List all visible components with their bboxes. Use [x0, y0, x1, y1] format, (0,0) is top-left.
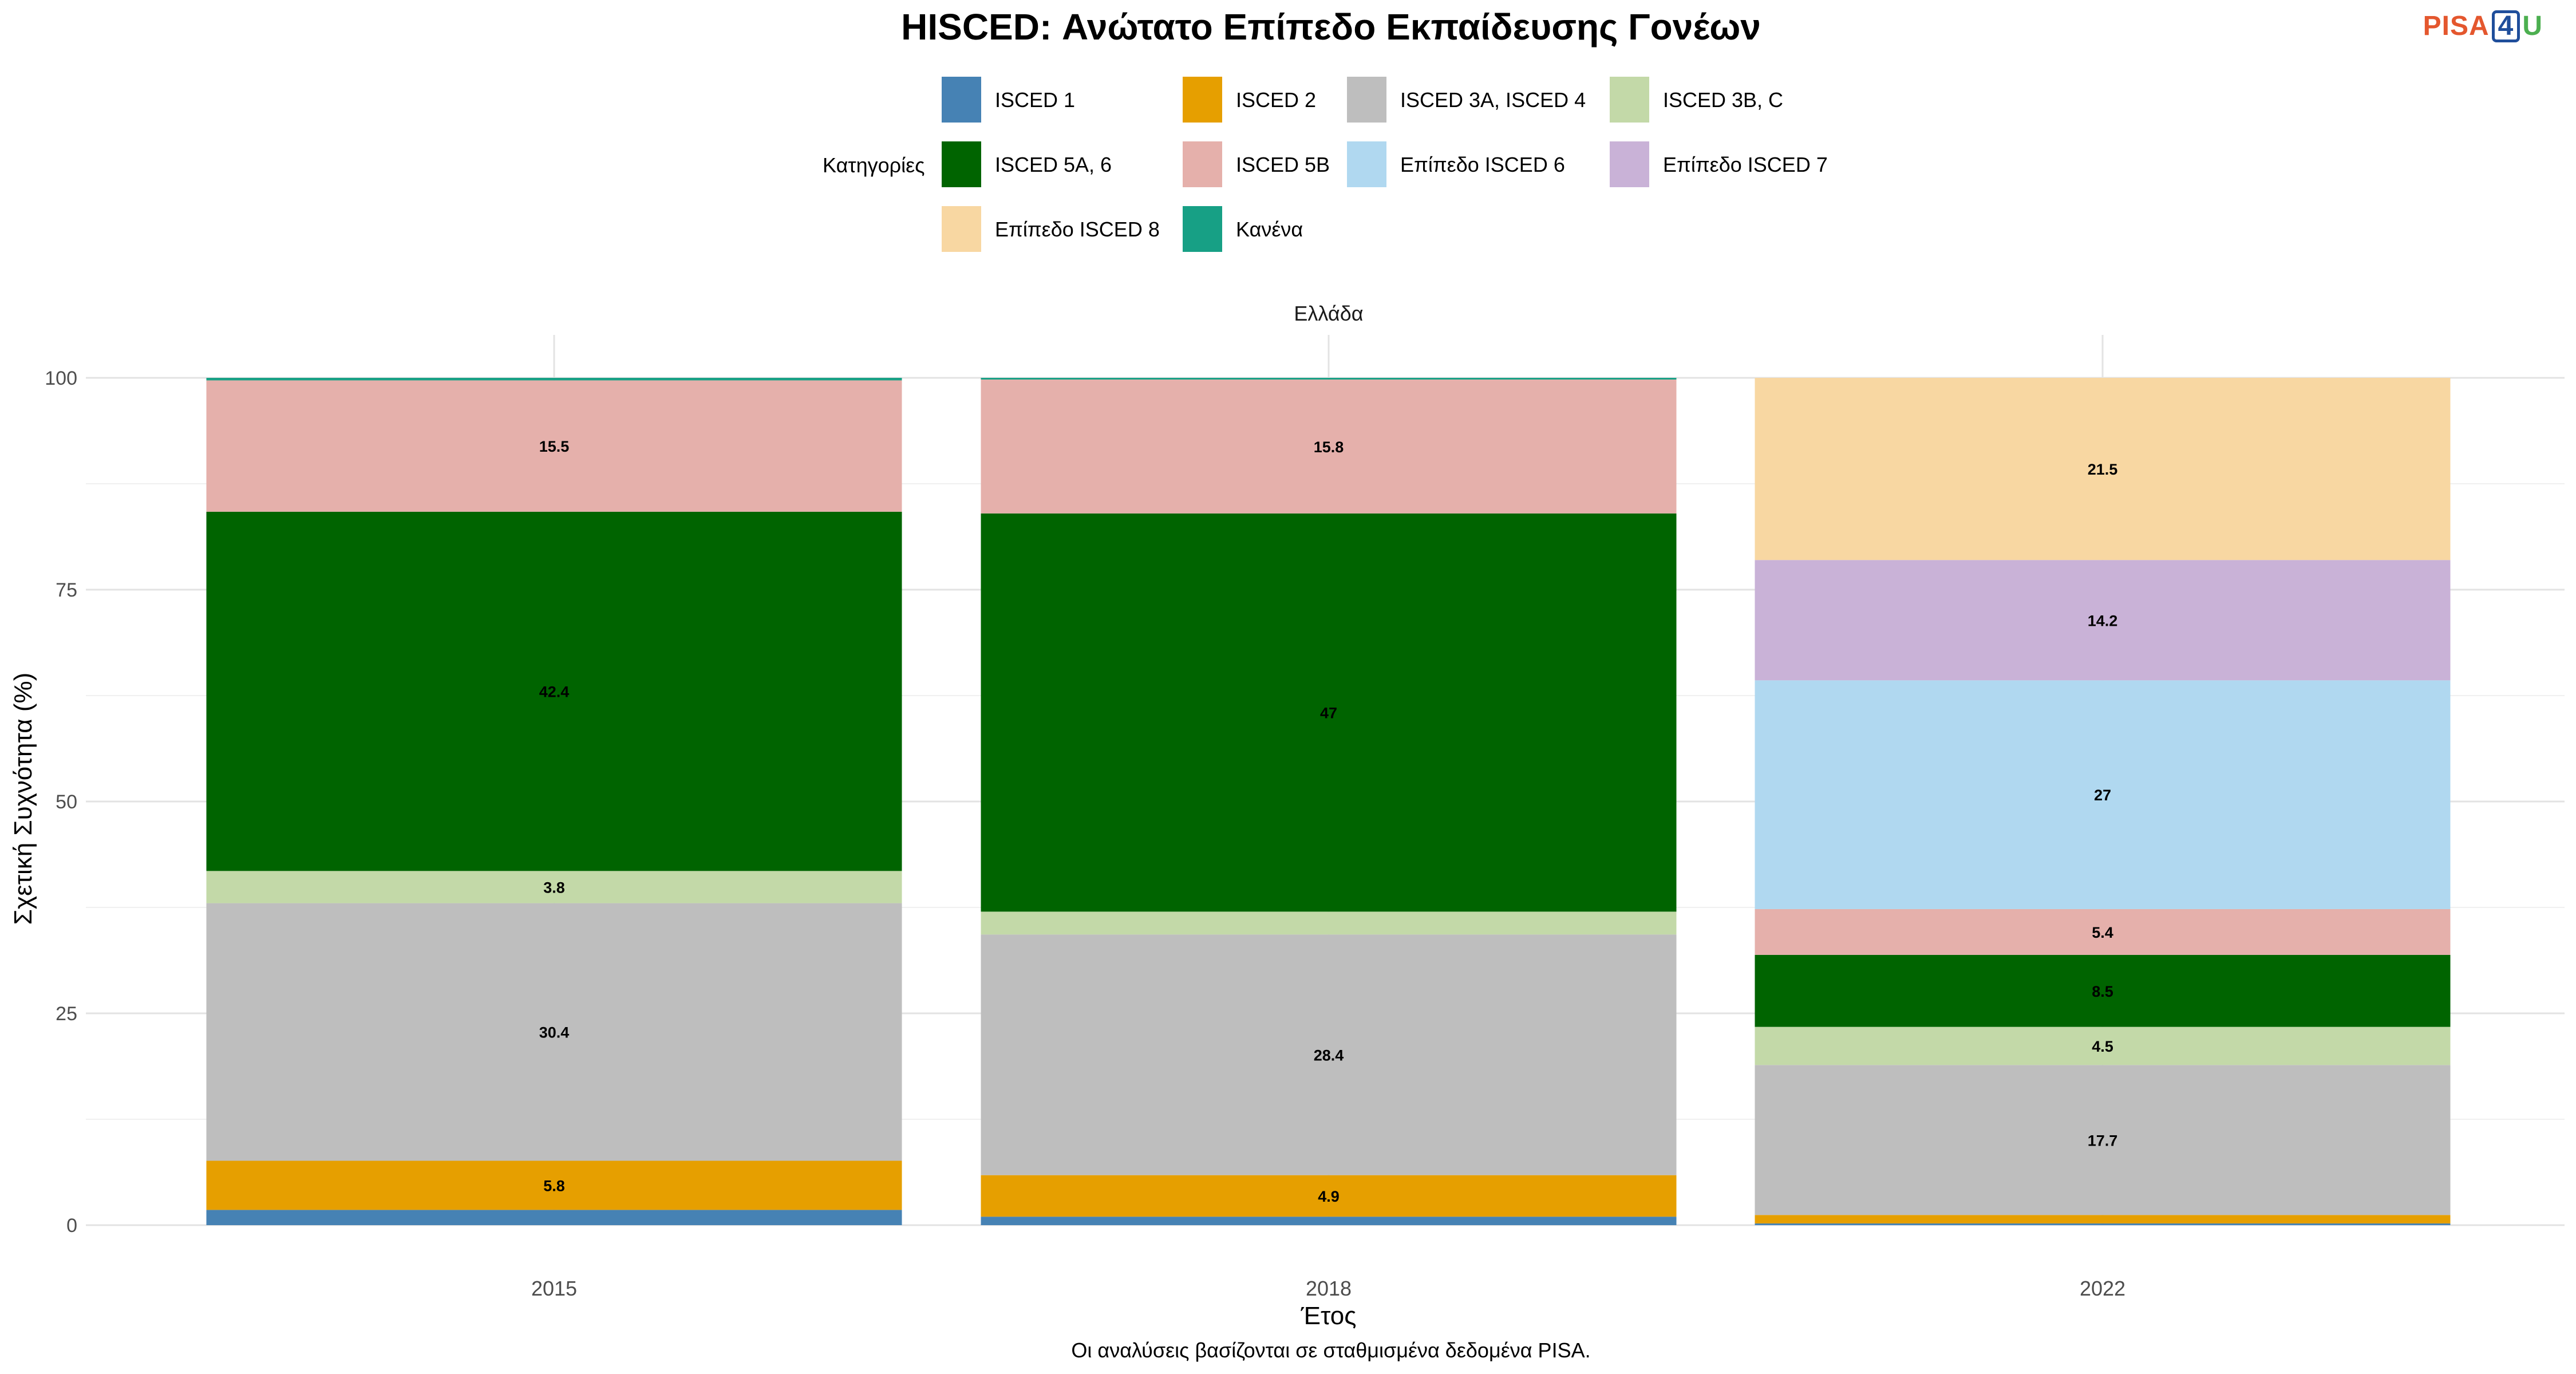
bars: [206, 378, 2451, 1225]
bar-segment: [981, 378, 1677, 380]
bar-segment: [206, 903, 902, 1161]
legend-label: ISCED 5B: [1236, 153, 1330, 176]
data-label: 47: [1320, 705, 1337, 722]
legend-swatch: [1183, 141, 1222, 187]
y-tick-label: 100: [45, 368, 77, 389]
bar-segment: [981, 1217, 1677, 1225]
y-tick-label: 75: [56, 579, 77, 601]
x-axis-title: Έτος: [1301, 1302, 1357, 1330]
y-tick-label: 50: [56, 791, 77, 813]
data-label: 15.8: [1314, 439, 1344, 456]
data-label: 14.2: [2088, 612, 2118, 629]
legend-swatch: [942, 77, 981, 123]
bar-segment: [1755, 1065, 2451, 1215]
legend-label: ISCED 3A, ISCED 4: [1400, 88, 1586, 112]
data-label: 17.7: [2088, 1132, 2118, 1149]
bar-segment: [1755, 1215, 2451, 1224]
y-tick-label: 25: [56, 1003, 77, 1025]
bar-segment: [206, 871, 902, 903]
bar-segment: [206, 378, 902, 381]
caption: Οι αναλύσεις βασίζονται σε σταθμισμένα δ…: [1071, 1339, 1591, 1362]
logo-text-pisa: PISA: [2423, 11, 2490, 41]
legend-swatch: [1183, 77, 1222, 123]
logo-text-u: U: [2522, 11, 2543, 41]
chart-title: HISCED: Ανώτατο Επίπεδο Εκπαίδευσης Γονέ…: [901, 6, 1761, 48]
x-tick-label: 2022: [2080, 1277, 2125, 1300]
legend-label: ISCED 3B, C: [1663, 88, 1784, 112]
x-tick-label: 2015: [531, 1277, 577, 1300]
bar-segment: [1755, 909, 2451, 955]
bar-segment: [981, 911, 1677, 935]
y-axis-title: Σχετική Συχνότητα (%): [9, 673, 37, 925]
bar-segment: [1755, 680, 2451, 909]
x-tick-label: 2018: [1306, 1277, 1352, 1300]
data-labels: 5.8 4.9 30.4 28.4 17.7 3.8 4.5 42.4 47 8.5 15.5 15.…: [539, 438, 2118, 1205]
legend-swatch: [942, 141, 981, 187]
data-label: 4.9: [1318, 1188, 1340, 1205]
data-label: 30.4: [539, 1024, 570, 1041]
data-label: 27: [2094, 787, 2111, 804]
logo-text-4: 4: [2491, 10, 2520, 42]
data-label: 5.8: [543, 1177, 565, 1194]
legend-title: Κατηγορίες: [823, 153, 925, 177]
legend-label: Επίπεδο ISCED 7: [1663, 153, 1828, 176]
data-label: 3.8: [543, 879, 565, 896]
data-label: 15.5: [539, 438, 570, 455]
legend-label: Επίπεδο ISCED 6: [1400, 153, 1565, 176]
bar-segment: [1755, 954, 2451, 1027]
data-label: 5.4: [2092, 924, 2113, 941]
legend-swatch: [1347, 77, 1386, 123]
legend-label: Επίπεδο ISCED 8: [995, 218, 1160, 241]
bar-segment: [1755, 1223, 2451, 1225]
legend-swatch: [1610, 77, 1649, 123]
legend-label: ISCED 5A, 6: [995, 153, 1112, 176]
legend-swatch: [1610, 141, 1649, 187]
legend-label: ISCED 2: [1236, 88, 1317, 112]
legend-swatch: [1183, 206, 1222, 252]
y-tick-label: 0: [66, 1215, 77, 1237]
legend-swatch: [942, 206, 981, 252]
legend-label: Κανένα: [1236, 218, 1303, 241]
bar-segment: [206, 380, 902, 512]
data-label: 42.4: [539, 684, 570, 701]
pisa4u-logo: PISA 4 U: [2423, 10, 2543, 42]
bar-segment: [981, 379, 1677, 514]
bar-segment: [981, 1175, 1677, 1217]
bar-segment: [206, 1210, 902, 1225]
bar-segment: [1755, 378, 2451, 560]
legend-swatch: [1347, 141, 1386, 187]
bar-segment: [206, 511, 902, 871]
bar-segment: [206, 1160, 902, 1210]
bar-segment: [981, 934, 1677, 1175]
bar-segment: [1755, 560, 2451, 681]
bar-segment: [1755, 1026, 2451, 1065]
data-label: 28.4: [1314, 1047, 1344, 1064]
axes: 0 25 50 75 100 Ελλάδα 2015 2018 2022 Έτος Σχετική …: [9, 302, 2125, 1330]
facet-label: Ελλάδα: [1294, 302, 1363, 325]
data-label: 4.5: [2092, 1038, 2113, 1055]
bar-segment: [981, 513, 1677, 912]
data-label: 21.5: [2088, 461, 2118, 478]
legend-label: ISCED 1: [995, 88, 1076, 112]
data-label: 8.5: [2092, 983, 2113, 1000]
